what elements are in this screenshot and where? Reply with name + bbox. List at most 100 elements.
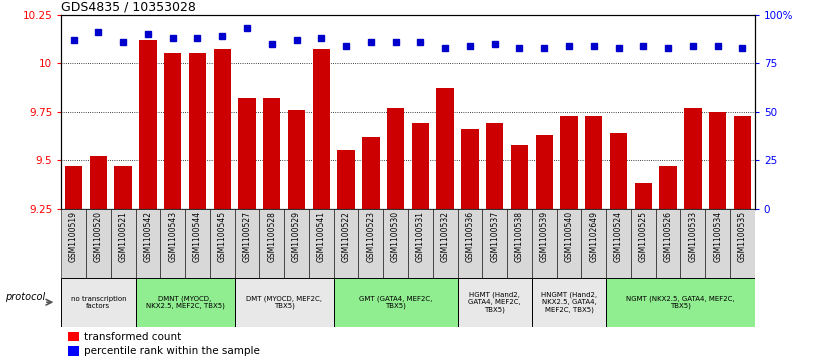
- Text: HGMT (Hand2,
GATA4, MEF2C,
TBX5): HGMT (Hand2, GATA4, MEF2C, TBX5): [468, 292, 521, 313]
- Bar: [532, 209, 557, 278]
- Bar: [412, 123, 429, 209]
- Bar: [235, 278, 334, 327]
- Bar: [68, 332, 78, 341]
- Text: HNGMT (Hand2,
NKX2.5, GATA4,
MEF2C, TBX5): HNGMT (Hand2, NKX2.5, GATA4, MEF2C, TBX5…: [541, 292, 597, 313]
- Bar: [210, 209, 235, 278]
- Bar: [684, 108, 702, 209]
- Bar: [730, 209, 755, 278]
- Bar: [334, 278, 458, 327]
- Bar: [259, 209, 284, 278]
- Bar: [631, 209, 656, 278]
- Bar: [432, 209, 458, 278]
- Bar: [507, 209, 532, 278]
- Bar: [263, 98, 281, 209]
- Text: GSM1100544: GSM1100544: [193, 211, 202, 262]
- Bar: [160, 209, 185, 278]
- Bar: [610, 133, 628, 209]
- Bar: [705, 209, 730, 278]
- Bar: [313, 49, 330, 209]
- Bar: [384, 209, 408, 278]
- Bar: [188, 53, 206, 209]
- Bar: [511, 144, 528, 209]
- Text: GSM1100536: GSM1100536: [465, 211, 474, 262]
- Text: DMT (MYOCD, MEF2C,
TBX5): DMT (MYOCD, MEF2C, TBX5): [246, 295, 322, 309]
- Bar: [135, 209, 160, 278]
- Bar: [734, 115, 751, 209]
- Bar: [185, 209, 210, 278]
- Bar: [140, 40, 157, 209]
- Bar: [86, 209, 111, 278]
- Text: GSM1100519: GSM1100519: [69, 211, 78, 262]
- Text: DMNT (MYOCD,
NKX2.5, MEF2C, TBX5): DMNT (MYOCD, NKX2.5, MEF2C, TBX5): [145, 295, 224, 309]
- Bar: [362, 137, 379, 209]
- Text: GSM1100531: GSM1100531: [416, 211, 425, 262]
- Bar: [358, 209, 384, 278]
- Bar: [458, 278, 532, 327]
- Bar: [309, 209, 334, 278]
- Text: GSM1100543: GSM1100543: [168, 211, 177, 262]
- Bar: [90, 156, 107, 209]
- Bar: [437, 88, 454, 209]
- Text: GSM1100523: GSM1100523: [366, 211, 375, 262]
- Text: GSM1102649: GSM1102649: [589, 211, 598, 262]
- Text: percentile rank within the sample: percentile rank within the sample: [84, 346, 260, 356]
- Text: no transcription
factors: no transcription factors: [70, 296, 126, 309]
- Text: GSM1100525: GSM1100525: [639, 211, 648, 262]
- Bar: [535, 135, 553, 209]
- Text: NGMT (NKX2.5, GATA4, MEF2C,
TBX5): NGMT (NKX2.5, GATA4, MEF2C, TBX5): [626, 295, 734, 309]
- Bar: [482, 209, 507, 278]
- Bar: [61, 209, 86, 278]
- Bar: [486, 123, 503, 209]
- Bar: [214, 49, 231, 209]
- Bar: [461, 129, 479, 209]
- Text: GSM1100540: GSM1100540: [565, 211, 574, 262]
- Bar: [68, 346, 78, 356]
- Bar: [387, 108, 404, 209]
- Bar: [532, 278, 606, 327]
- Text: GSM1100532: GSM1100532: [441, 211, 450, 262]
- Text: GSM1100542: GSM1100542: [144, 211, 153, 262]
- Bar: [111, 209, 135, 278]
- Text: transformed count: transformed count: [84, 331, 181, 342]
- Bar: [337, 150, 355, 209]
- Text: GSM1100535: GSM1100535: [738, 211, 747, 262]
- Bar: [334, 209, 358, 278]
- Bar: [408, 209, 432, 278]
- Text: GSM1100538: GSM1100538: [515, 211, 524, 262]
- Text: GSM1100530: GSM1100530: [391, 211, 400, 262]
- Bar: [561, 115, 578, 209]
- Text: protocol: protocol: [5, 292, 45, 302]
- Text: GSM1100545: GSM1100545: [218, 211, 227, 262]
- Text: GSM1100529: GSM1100529: [292, 211, 301, 262]
- Bar: [659, 166, 676, 209]
- Bar: [656, 209, 681, 278]
- Text: GSM1100539: GSM1100539: [539, 211, 548, 262]
- Bar: [164, 53, 181, 209]
- Bar: [135, 278, 235, 327]
- Bar: [288, 110, 305, 209]
- Bar: [238, 98, 255, 209]
- Bar: [585, 115, 602, 209]
- Bar: [557, 209, 581, 278]
- Text: GSM1100534: GSM1100534: [713, 211, 722, 262]
- Text: GSM1100524: GSM1100524: [614, 211, 623, 262]
- Bar: [61, 278, 135, 327]
- Text: GDS4835 / 10353028: GDS4835 / 10353028: [61, 0, 196, 13]
- Text: GSM1100527: GSM1100527: [242, 211, 251, 262]
- Bar: [284, 209, 309, 278]
- Bar: [458, 209, 482, 278]
- Bar: [606, 278, 755, 327]
- Bar: [582, 209, 606, 278]
- Text: GSM1100541: GSM1100541: [317, 211, 326, 262]
- Bar: [681, 209, 705, 278]
- Text: GSM1100526: GSM1100526: [663, 211, 672, 262]
- Bar: [65, 166, 82, 209]
- Text: GMT (GATA4, MEF2C,
TBX5): GMT (GATA4, MEF2C, TBX5): [359, 295, 432, 309]
- Bar: [709, 111, 726, 209]
- Text: GSM1100533: GSM1100533: [689, 211, 698, 262]
- Bar: [635, 183, 652, 209]
- Bar: [235, 209, 259, 278]
- Text: GSM1100521: GSM1100521: [118, 211, 127, 262]
- Text: GSM1100528: GSM1100528: [268, 211, 277, 262]
- Text: GSM1100520: GSM1100520: [94, 211, 103, 262]
